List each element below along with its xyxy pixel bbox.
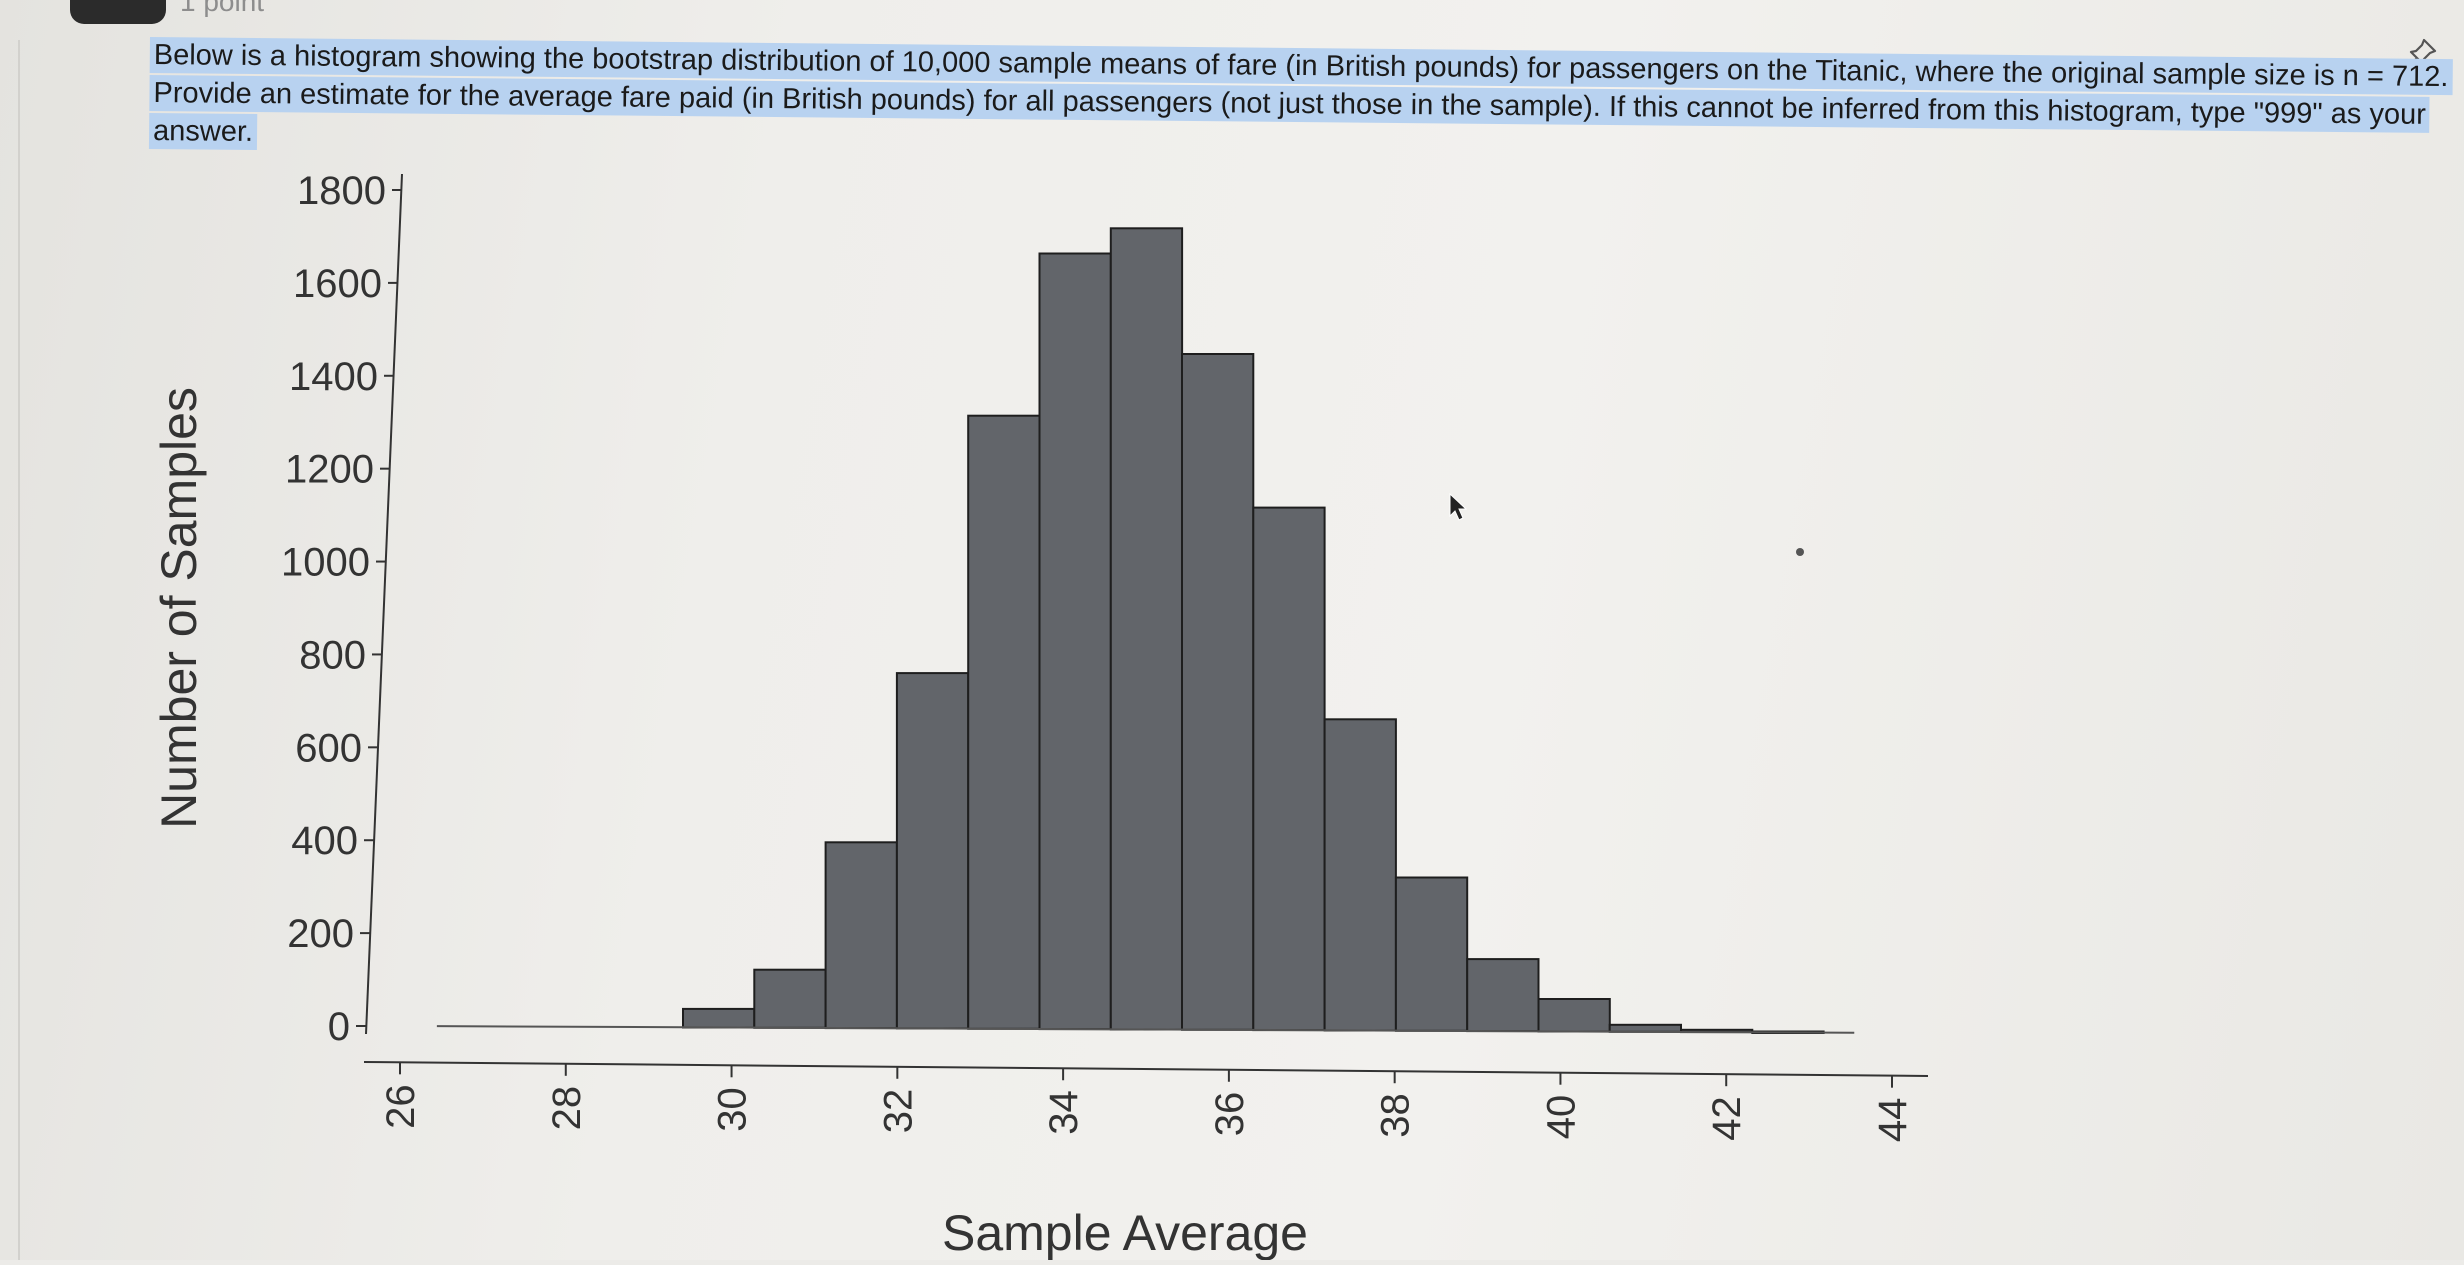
y-axis-label: Number of Samples: [151, 387, 207, 829]
histogram-bar-9: [1323, 718, 1397, 1032]
histogram-bar-1: [753, 968, 827, 1029]
histogram-svg: 0 200 400 600 800 1000 1200 1400 1600 1800 26 28 30…: [151, 169, 1929, 1261]
x-tick-label-8: 42: [1705, 1096, 1749, 1141]
histogram-bar-11: [1466, 958, 1540, 1033]
histogram-bar-4: [967, 414, 1041, 1030]
x-tick-label-3: 32: [876, 1089, 920, 1134]
question-number-tab: [70, 0, 166, 24]
y-tick-label-9: 1800: [297, 169, 386, 213]
y-tick-label-6: 1200: [285, 448, 374, 492]
x-tick-label-5: 36: [1208, 1092, 1252, 1137]
y-tick-label-8: 1600: [293, 262, 382, 306]
histogram-bar-12: [1537, 998, 1611, 1033]
x-tick-label-4: 34: [1042, 1090, 1086, 1135]
x-ticks-layer: 26 28 30 32 34 36 38 40 42 44: [379, 1062, 1915, 1142]
histogram-bar-8: [1252, 506, 1326, 1032]
left-margin-rule: [18, 40, 20, 1260]
x-tick-label-7: 40: [1539, 1095, 1583, 1140]
y-tick-label-5: 1000: [281, 541, 370, 585]
x-tick-label-1: 28: [545, 1086, 589, 1131]
histogram-bar-6: [1109, 227, 1184, 1031]
histogram-bar-3: [895, 672, 970, 1030]
histogram-bar-2: [824, 841, 898, 1030]
histogram-bar-0: [682, 1007, 756, 1029]
y-tick-label-2: 400: [291, 819, 358, 863]
dust-speck: [1796, 548, 1804, 556]
x-axis-line: [363, 1061, 1929, 1077]
histogram-baseline: [436, 1025, 1855, 1034]
y-tick-label-1: 200: [287, 912, 354, 956]
y-tick-label-0: 0: [328, 1005, 350, 1049]
y-ticks-layer: 0 200 400 600 800 1000 1200 1400 1600 1800: [281, 169, 402, 1049]
histogram-chart: 0 200 400 600 800 1000 1200 1400 1600 1800 26 28 30…: [120, 140, 2000, 1261]
y-axis-line: [365, 173, 403, 1035]
histogram-bar-10: [1394, 876, 1469, 1032]
bars-layer: [682, 227, 1825, 1034]
points-label: 1 point: [180, 0, 265, 17]
cursor-arrow-icon: [1449, 492, 1468, 521]
y-tick-label-4: 800: [299, 633, 366, 677]
question-text: Below is a histogram showing the bootstr…: [148, 36, 2453, 151]
x-tick-label-0: 26: [379, 1084, 423, 1129]
y-tick-label-7: 1400: [289, 355, 378, 399]
y-tick-label-3: 600: [295, 726, 362, 770]
histogram-bar-7: [1181, 353, 1255, 1031]
x-tick-label-2: 30: [711, 1087, 755, 1132]
x-axis-label: Sample Average: [942, 1205, 1308, 1260]
x-tick-label-6: 38: [1374, 1093, 1418, 1138]
histogram-bar-5: [1038, 252, 1112, 1031]
x-tick-label-9: 44: [1871, 1098, 1915, 1143]
